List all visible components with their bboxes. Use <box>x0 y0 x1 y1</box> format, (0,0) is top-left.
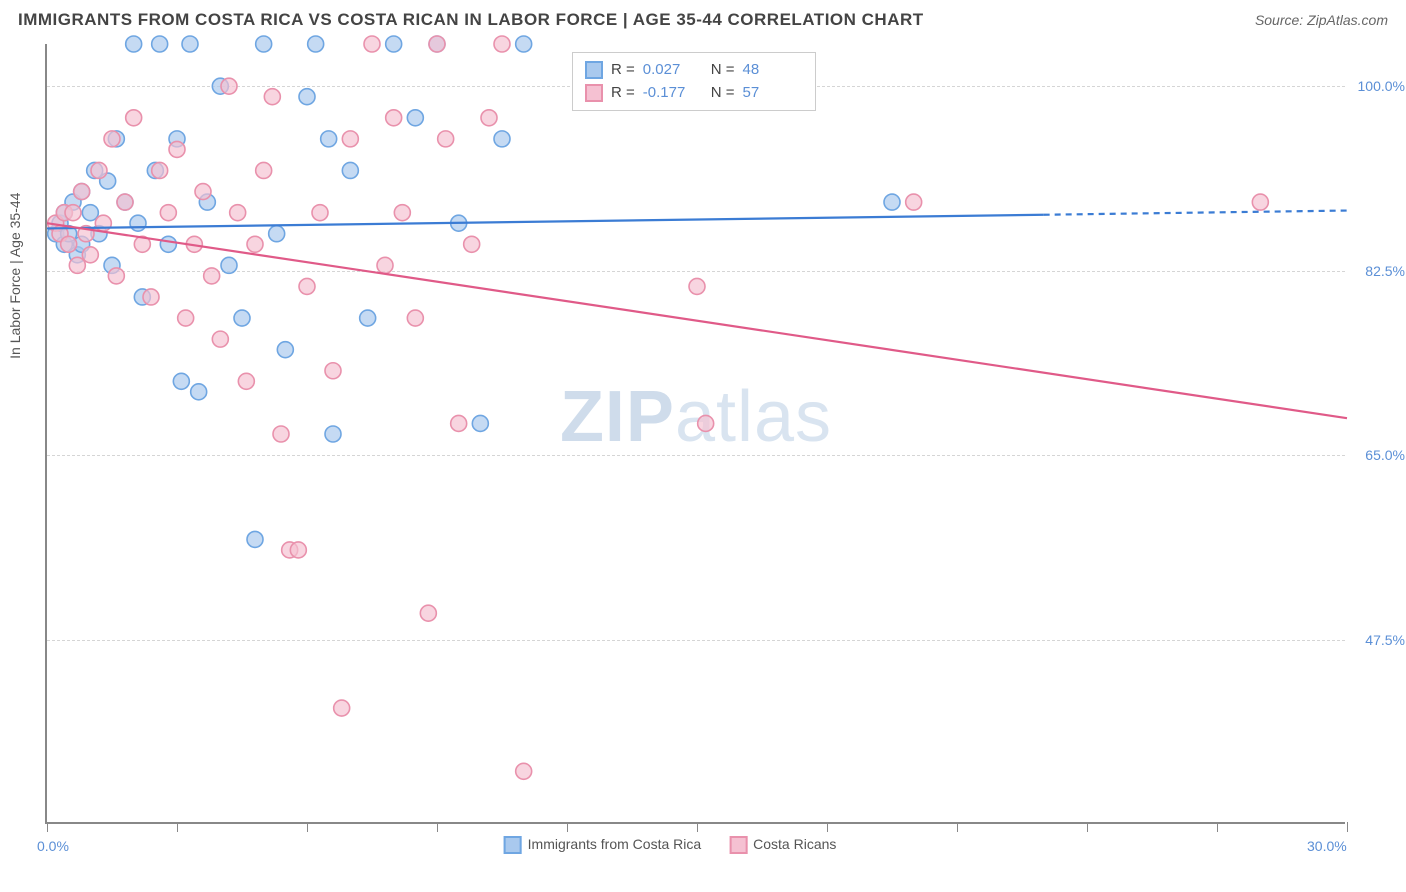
y-tick-label: 47.5% <box>1365 632 1405 648</box>
legend-row-series-1: R = 0.027 N = 48 <box>585 59 803 82</box>
y-tick-label: 100.0% <box>1358 78 1405 94</box>
legend-correlation: R = 0.027 N = 48 R = -0.177 N = 57 <box>572 52 816 111</box>
legend-swatch-1 <box>585 61 603 79</box>
legend-swatch-bottom-1 <box>504 836 522 854</box>
legend-item-1: Immigrants from Costa Rica <box>504 836 701 854</box>
legend-series: Immigrants from Costa Rica Costa Ricans <box>504 836 837 854</box>
legend-swatch-bottom-2 <box>729 836 747 854</box>
scatter-plot <box>47 44 1345 822</box>
chart-title: IMMIGRANTS FROM COSTA RICA VS COSTA RICA… <box>18 10 924 30</box>
legend-swatch-2 <box>585 84 603 102</box>
chart-header: IMMIGRANTS FROM COSTA RICA VS COSTA RICA… <box>0 0 1406 36</box>
plot-area: ZIPatlas R = 0.027 N = 48 R = -0.177 N =… <box>45 44 1345 824</box>
legend-item-2: Costa Ricans <box>729 836 836 854</box>
y-axis-title: In Labor Force | Age 35-44 <box>7 193 23 359</box>
y-tick-label: 82.5% <box>1365 263 1405 279</box>
chart-container: In Labor Force | Age 35-44 ZIPatlas R = … <box>45 44 1345 824</box>
chart-source: Source: ZipAtlas.com <box>1255 12 1388 28</box>
x-tick-label: 0.0% <box>37 838 69 854</box>
x-tick-label: 30.0% <box>1307 838 1347 854</box>
legend-row-series-2: R = -0.177 N = 57 <box>585 82 803 105</box>
y-tick-label: 65.0% <box>1365 447 1405 463</box>
